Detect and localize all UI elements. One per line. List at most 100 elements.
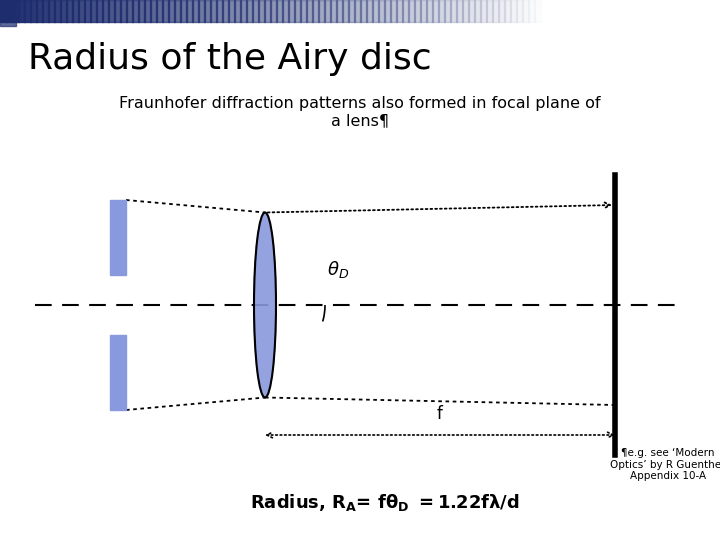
- Bar: [576, 0, 583, 22]
- Bar: [264, 0, 271, 22]
- Bar: [456, 0, 463, 22]
- Bar: [420, 0, 427, 22]
- Bar: [390, 0, 397, 22]
- Bar: [0, 0, 7, 22]
- Bar: [654, 0, 661, 22]
- Bar: [450, 0, 457, 22]
- Text: Radius of the Airy disc: Radius of the Airy disc: [28, 42, 431, 76]
- Bar: [60, 0, 67, 22]
- Bar: [516, 0, 523, 22]
- Text: ¶e.g. see ‘Modern
Optics’ by R Guenther
Appendix 10-A: ¶e.g. see ‘Modern Optics’ by R Guenther …: [611, 448, 720, 481]
- Bar: [498, 0, 505, 22]
- Bar: [348, 0, 355, 22]
- Bar: [384, 0, 391, 22]
- Bar: [36, 0, 43, 22]
- Bar: [666, 0, 673, 22]
- Bar: [114, 0, 121, 22]
- Bar: [378, 0, 385, 22]
- Bar: [234, 0, 241, 22]
- Bar: [240, 0, 247, 22]
- Bar: [432, 0, 439, 22]
- Bar: [372, 0, 379, 22]
- Bar: [96, 0, 103, 22]
- Bar: [468, 0, 475, 22]
- Bar: [288, 0, 295, 22]
- Bar: [690, 0, 697, 22]
- Bar: [144, 0, 151, 22]
- Bar: [54, 0, 61, 22]
- Bar: [6, 0, 13, 22]
- Bar: [102, 0, 109, 22]
- Text: a lens¶: a lens¶: [331, 113, 389, 128]
- Bar: [594, 0, 601, 22]
- Bar: [636, 0, 643, 22]
- Bar: [150, 0, 157, 22]
- Bar: [294, 0, 301, 22]
- Bar: [426, 0, 433, 22]
- Bar: [624, 0, 631, 22]
- Bar: [480, 0, 487, 22]
- Bar: [90, 0, 97, 22]
- Bar: [246, 0, 253, 22]
- Ellipse shape: [254, 213, 276, 397]
- Bar: [324, 0, 331, 22]
- Bar: [408, 0, 415, 22]
- Text: $\theta_D$: $\theta_D$: [327, 260, 349, 280]
- Bar: [438, 0, 445, 22]
- Bar: [48, 0, 55, 22]
- Bar: [168, 0, 175, 22]
- Bar: [462, 0, 469, 22]
- Bar: [612, 0, 619, 22]
- Bar: [552, 0, 559, 22]
- Bar: [444, 0, 451, 22]
- Bar: [162, 0, 169, 22]
- Bar: [414, 0, 421, 22]
- Bar: [588, 0, 595, 22]
- Text: f: f: [437, 405, 443, 423]
- Bar: [84, 0, 91, 22]
- Bar: [492, 0, 499, 22]
- Bar: [0, 0, 16, 12]
- Bar: [396, 0, 403, 22]
- Bar: [534, 0, 541, 22]
- Bar: [600, 0, 607, 22]
- Bar: [132, 0, 139, 22]
- Bar: [174, 0, 181, 22]
- Bar: [306, 0, 313, 22]
- Bar: [228, 0, 235, 22]
- Bar: [30, 0, 37, 22]
- Bar: [66, 0, 73, 22]
- Bar: [180, 0, 187, 22]
- Bar: [660, 0, 667, 22]
- Bar: [474, 0, 481, 22]
- Bar: [510, 0, 517, 22]
- Bar: [360, 0, 367, 22]
- Bar: [696, 0, 703, 22]
- Bar: [12, 0, 19, 22]
- Bar: [630, 0, 637, 22]
- Bar: [138, 0, 145, 22]
- Bar: [366, 0, 373, 22]
- Bar: [528, 0, 535, 22]
- Bar: [186, 0, 193, 22]
- Bar: [300, 0, 307, 22]
- Bar: [252, 0, 259, 22]
- Bar: [110, 335, 126, 410]
- Bar: [198, 0, 205, 22]
- Bar: [318, 0, 325, 22]
- Bar: [204, 0, 211, 22]
- Bar: [0, 14, 16, 26]
- Bar: [606, 0, 613, 22]
- Text: Fraunhofer diffraction patterns also formed in focal plane of: Fraunhofer diffraction patterns also for…: [120, 96, 600, 111]
- Bar: [684, 0, 691, 22]
- Bar: [354, 0, 361, 22]
- Bar: [108, 0, 115, 22]
- Bar: [126, 0, 133, 22]
- Bar: [312, 0, 319, 22]
- Bar: [72, 0, 79, 22]
- Bar: [648, 0, 655, 22]
- Bar: [504, 0, 511, 22]
- Bar: [210, 0, 217, 22]
- Bar: [558, 0, 565, 22]
- Bar: [330, 0, 337, 22]
